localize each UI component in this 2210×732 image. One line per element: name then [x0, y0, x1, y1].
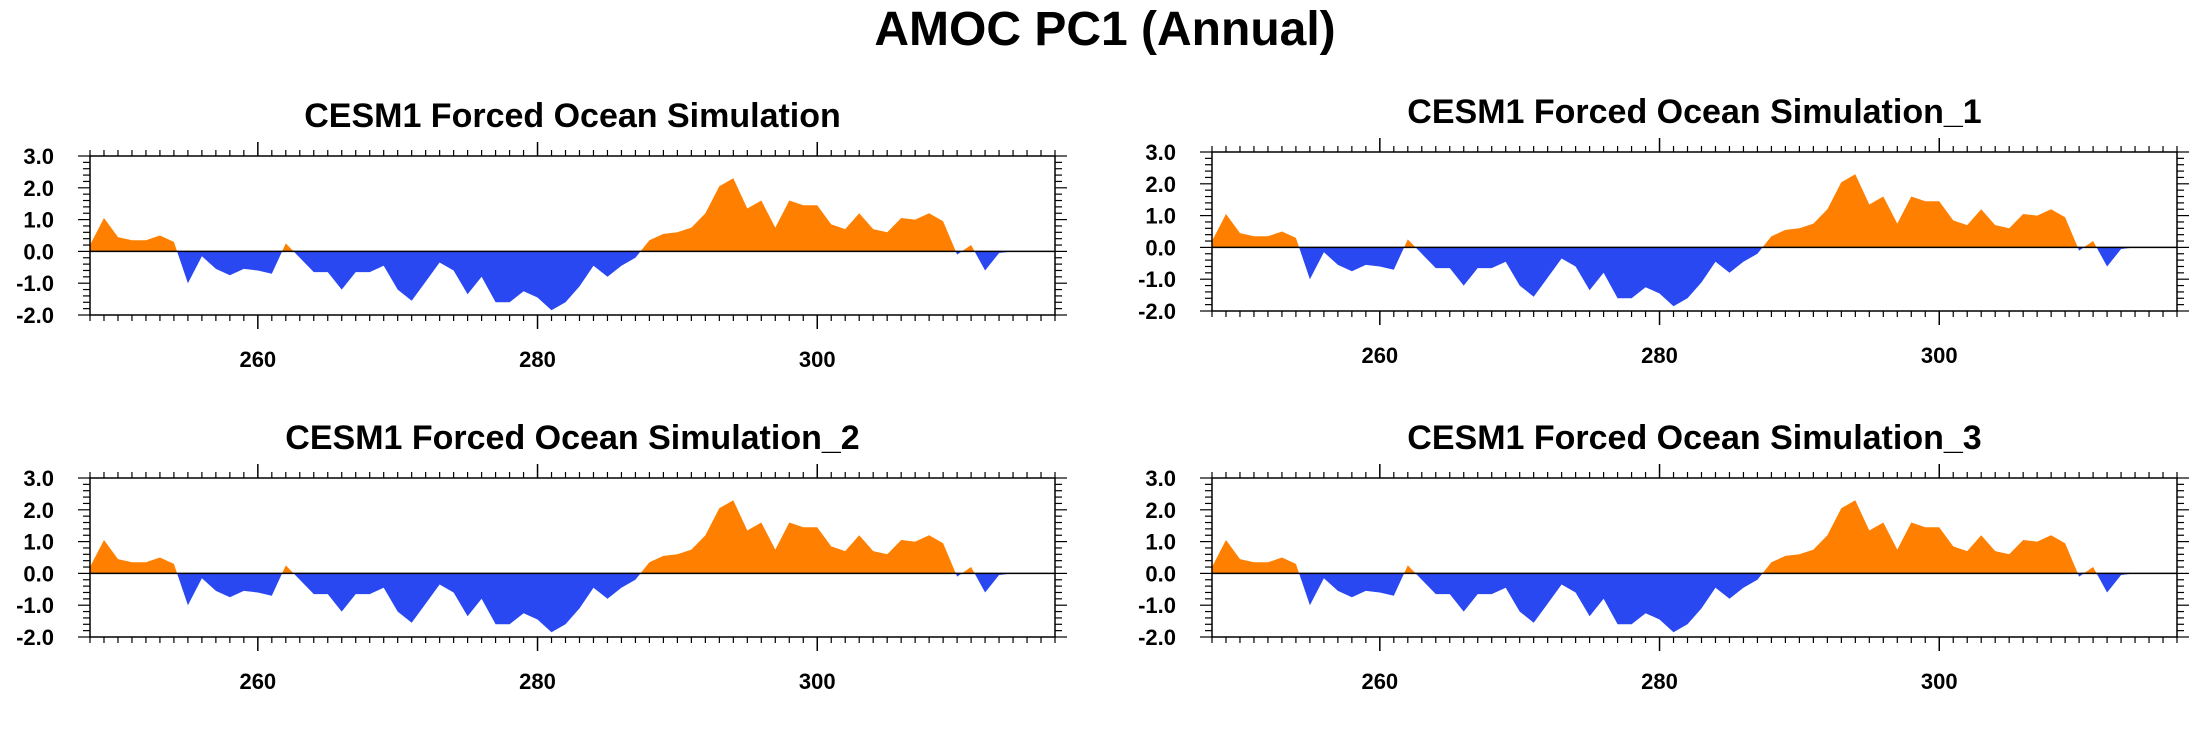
negative-area: [955, 251, 962, 255]
positive-area: [90, 540, 178, 574]
y-tick-label: -1.0: [16, 593, 54, 618]
chart-panel-1: CESM1 Forced Ocean Simulation 260 280 300 3…: [0, 90, 1105, 410]
plot-frame: [1211, 477, 2178, 638]
plot-area: 260 280 300 3.0 2.0 1.0 0.0 -1.0 -2.0: [1138, 464, 2189, 694]
positive-area: [282, 565, 294, 574]
positive-area: [2083, 567, 2097, 574]
x-tick-label: 280: [519, 669, 556, 694]
y-tick-label: -2.0: [1138, 299, 1176, 324]
negative-area: [293, 251, 641, 311]
negative-area: [1299, 573, 1405, 606]
y-tick-label: -1.0: [1138, 593, 1176, 618]
y-tick-label: 2.0: [23, 498, 54, 523]
y-tick-label: -1.0: [16, 271, 54, 296]
positive-area: [2135, 552, 2149, 574]
x-tick-label: 260: [1361, 343, 1398, 368]
positive-area: [1404, 239, 1416, 248]
y-tick-label: -2.0: [16, 625, 54, 650]
negative-area: [2096, 573, 2135, 593]
y-tick-label: 3.0: [23, 144, 54, 169]
positive-area: [1013, 230, 1027, 252]
positive-area: [640, 500, 956, 574]
x-tick-label: 260: [239, 669, 276, 694]
x-tick-label: 300: [799, 669, 836, 694]
y-tick-label: 1.0: [23, 208, 54, 233]
plot-area: 260 280 300 3.0 2.0 1.0 0.0 -1.0 -2.0: [16, 142, 1067, 372]
negative-area: [1415, 247, 1763, 307]
plot-area: 260 280 300 3.0 2.0 1.0 0.0 -1.0 -2.0: [16, 464, 1067, 694]
x-tick-label: 280: [1641, 343, 1678, 368]
negative-area: [293, 573, 641, 633]
y-tick-label: -1.0: [1138, 267, 1176, 292]
negative-area: [1299, 247, 1405, 280]
panel-title: CESM1 Forced Ocean Simulation_3: [1407, 419, 1982, 457]
plot-area: 260 280 300 3.0 2.0 1.0 0.0 -1.0 -2.0: [1138, 138, 2189, 368]
positive-area: [2083, 241, 2097, 248]
negative-area: [974, 573, 1013, 593]
negative-area: [2096, 247, 2135, 267]
y-tick-label: 2.0: [1145, 172, 1176, 197]
positive-area: [1404, 565, 1416, 574]
y-tick-label: 0.0: [1145, 561, 1176, 586]
y-tick-label: 2.0: [1145, 498, 1176, 523]
x-tick-label: 260: [239, 347, 276, 372]
y-tick-label: 3.0: [1145, 466, 1176, 491]
positive-area: [961, 245, 975, 252]
panel-title: CESM1 Forced Ocean Simulation_1: [1407, 93, 1982, 131]
positive-area: [90, 218, 178, 252]
positive-area: [1013, 552, 1027, 574]
y-tick-label: -2.0: [16, 303, 54, 328]
chart-panel-2: CESM1 Forced Ocean Simulation_1 260 280 30…: [1122, 86, 2210, 406]
positive-area: [2135, 226, 2149, 248]
x-tick-label: 280: [519, 347, 556, 372]
positive-area: [1212, 214, 1300, 248]
y-tick-label: 3.0: [1145, 140, 1176, 165]
y-tick-label: -2.0: [1138, 625, 1176, 650]
plot-frame: [89, 477, 1056, 638]
negative-area: [177, 251, 283, 284]
y-tick-label: 0.0: [1145, 235, 1176, 260]
x-tick-label: 300: [1921, 343, 1958, 368]
y-tick-label: 0.0: [23, 561, 54, 586]
positive-area: [640, 178, 956, 252]
negative-area: [177, 573, 283, 606]
negative-area: [1415, 573, 1763, 633]
y-tick-label: 1.0: [23, 530, 54, 555]
plot-frame: [1211, 151, 2178, 312]
y-tick-label: 2.0: [23, 176, 54, 201]
y-tick-label: 3.0: [23, 466, 54, 491]
positive-area: [961, 567, 975, 574]
negative-area: [2077, 247, 2084, 251]
negative-area: [974, 251, 1013, 271]
negative-area: [955, 573, 962, 577]
chart-panel-4: CESM1 Forced Ocean Simulation_3 260 280 30…: [1122, 412, 2210, 732]
x-tick-label: 300: [1921, 669, 1958, 694]
positive-area: [1212, 540, 1300, 574]
y-tick-label: 1.0: [1145, 204, 1176, 229]
x-tick-label: 300: [799, 347, 836, 372]
plot-frame: [89, 155, 1056, 316]
figure-title: AMOC PC1 (Annual): [874, 3, 1336, 56]
x-tick-label: 280: [1641, 669, 1678, 694]
x-tick-label: 260: [1361, 669, 1398, 694]
y-tick-label: 0.0: [23, 239, 54, 264]
positive-area: [1762, 174, 2078, 248]
y-tick-label: 1.0: [1145, 530, 1176, 555]
positive-area: [1762, 500, 2078, 574]
panel-title: CESM1 Forced Ocean Simulation_2: [285, 419, 860, 457]
chart-panel-3: CESM1 Forced Ocean Simulation_2 260 280 30…: [0, 412, 1105, 732]
negative-area: [2077, 573, 2084, 577]
panel-title: CESM1 Forced Ocean Simulation: [304, 97, 841, 135]
positive-area: [282, 243, 294, 252]
